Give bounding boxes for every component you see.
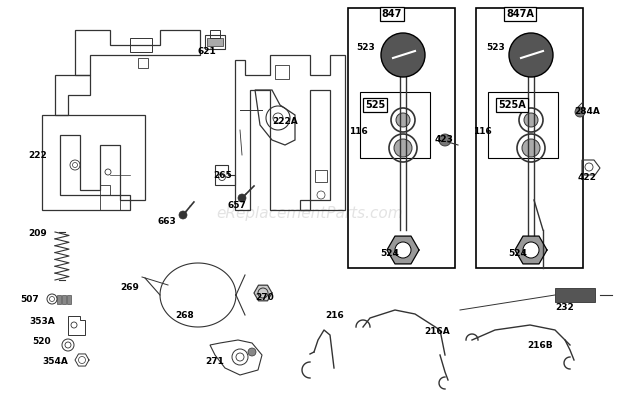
Bar xyxy=(275,65,289,79)
Text: 353A: 353A xyxy=(29,318,55,327)
Circle shape xyxy=(396,113,410,127)
Circle shape xyxy=(524,113,538,127)
Circle shape xyxy=(381,33,425,77)
Text: 268: 268 xyxy=(175,310,195,320)
Text: 116: 116 xyxy=(348,128,368,137)
Text: 265: 265 xyxy=(213,171,232,179)
Text: 270: 270 xyxy=(255,293,275,303)
Bar xyxy=(67,295,71,304)
Text: 232: 232 xyxy=(556,303,574,312)
Bar xyxy=(476,8,583,268)
Text: 525: 525 xyxy=(365,100,385,110)
Bar xyxy=(205,35,225,49)
Circle shape xyxy=(248,348,256,356)
Text: 216A: 216A xyxy=(424,327,450,337)
Circle shape xyxy=(439,134,451,146)
Text: 523: 523 xyxy=(487,43,505,53)
Circle shape xyxy=(575,107,585,117)
Text: 216: 216 xyxy=(326,310,344,320)
Bar xyxy=(555,288,595,302)
Circle shape xyxy=(523,242,539,258)
Text: 222: 222 xyxy=(28,150,46,160)
Text: 269: 269 xyxy=(120,284,140,293)
Text: 271: 271 xyxy=(206,357,224,367)
Bar xyxy=(488,92,558,158)
Text: eReplacementParts.com: eReplacementParts.com xyxy=(216,206,404,221)
Bar xyxy=(207,38,223,46)
Bar xyxy=(62,295,66,304)
Polygon shape xyxy=(254,285,272,301)
Text: 524: 524 xyxy=(508,248,528,258)
Text: 657: 657 xyxy=(228,201,247,209)
Text: 525A: 525A xyxy=(498,100,526,110)
Text: 423: 423 xyxy=(435,135,453,145)
Text: 209: 209 xyxy=(28,228,46,237)
Bar xyxy=(348,8,455,268)
Bar xyxy=(210,30,220,38)
Text: 422: 422 xyxy=(578,173,596,182)
Text: 847: 847 xyxy=(382,9,402,19)
Circle shape xyxy=(179,211,187,219)
Text: 847A: 847A xyxy=(506,9,534,19)
Circle shape xyxy=(509,33,553,77)
Text: 520: 520 xyxy=(33,337,51,346)
Bar xyxy=(130,38,152,52)
Circle shape xyxy=(522,139,540,157)
Text: 284A: 284A xyxy=(574,107,600,117)
Text: 116: 116 xyxy=(472,128,492,137)
Bar xyxy=(315,170,327,182)
Text: 216B: 216B xyxy=(527,340,553,350)
Circle shape xyxy=(394,139,412,157)
Text: 354A: 354A xyxy=(42,357,68,367)
Bar xyxy=(360,92,430,158)
Bar xyxy=(57,295,61,304)
Text: 621: 621 xyxy=(198,47,217,56)
Text: 663: 663 xyxy=(158,218,177,226)
Circle shape xyxy=(395,242,411,258)
Text: 523: 523 xyxy=(356,43,375,53)
Text: 507: 507 xyxy=(20,295,40,305)
Circle shape xyxy=(238,194,246,202)
Polygon shape xyxy=(387,236,419,264)
Text: 222A: 222A xyxy=(272,117,298,126)
Polygon shape xyxy=(515,236,547,264)
Bar xyxy=(138,58,148,68)
Text: 524: 524 xyxy=(381,248,399,258)
